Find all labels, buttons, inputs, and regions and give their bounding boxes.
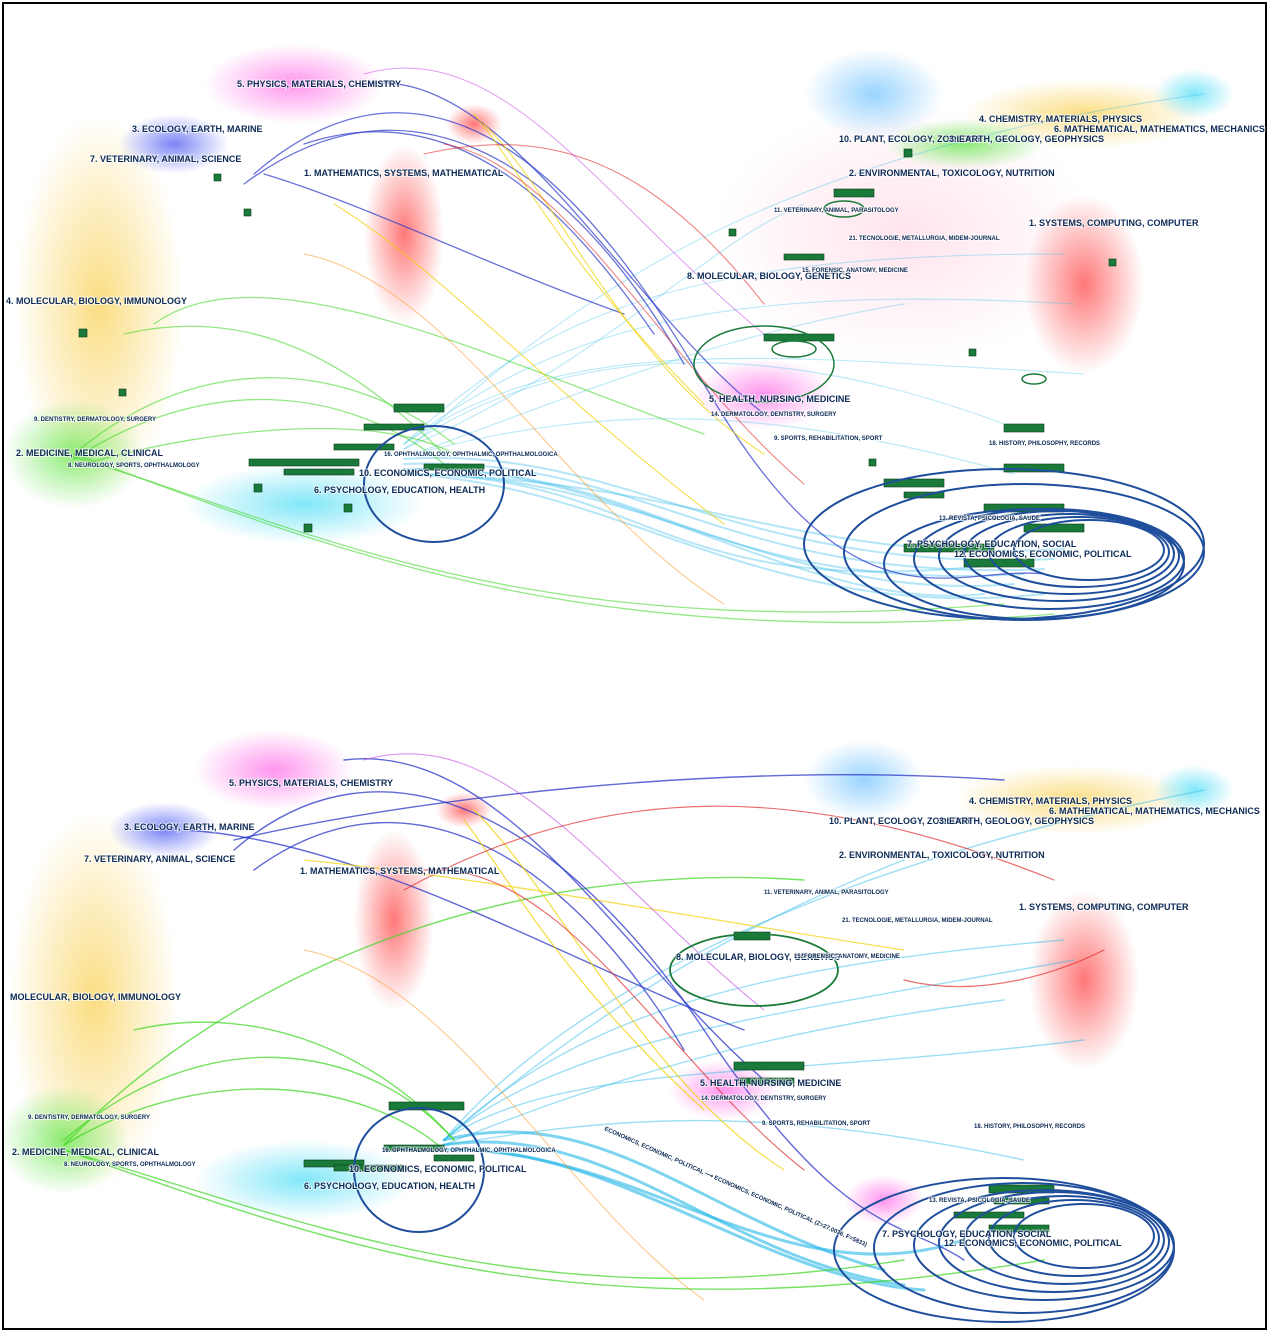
label-vet-parasitology: 11. VETERINARY, ANIMAL, PARASITOLOGY — [774, 208, 899, 214]
label-psychology-social: 7. PSYCHOLOGY, EDUCATION, SOCIAL — [882, 1229, 1052, 1239]
right-base-map-clusters — [669, 740, 1234, 1225]
label-plant: 10. PLANT, ECOLOGY, ZOOLOGY — [829, 816, 972, 826]
label-economics-right: 12. ECONOMICS, ECONOMIC, POLITICAL — [954, 549, 1132, 559]
label-psychology: 6. PSYCHOLOGY, EDUCATION, HEALTH — [304, 1181, 475, 1191]
label-molecular-genetics: 8. MOLECULAR, BIOLOGY, GENETICS — [676, 952, 840, 962]
label-math-mech: 6. MATHEMATICAL, MATHEMATICS, MECHANICS — [1049, 806, 1260, 816]
label-psychology: 6. PSYCHOLOGY, EDUCATION, HEALTH — [314, 485, 485, 495]
citation-flow-curves — [63, 753, 1205, 1301]
label-environmental: 2. ENVIRONMENTAL, TOXICOLOGY, NUTRITION — [839, 850, 1045, 860]
label-environmental: 2. ENVIRONMENTAL, TOXICOLOGY, NUTRITION — [849, 168, 1055, 178]
label-earth: 3. EARTH, GEOLOGY, GEOPHYSICS — [939, 816, 1094, 826]
label-revista: 13. REVISTA, PSICOLOGIA, SAUDE — [929, 1198, 1030, 1204]
label-forensic: 15. FORENSIC, ANATOMY, MEDICINE — [794, 954, 900, 960]
label-history: 18. HISTORY, PHILOSOPHY, RECORDS — [989, 441, 1100, 447]
dual-map-bottom-svg: ECONOMICS, ECONOMIC, POLITICAL ⟶ ECONOMI… — [4, 730, 1261, 1323]
label-sports: 9. SPORTS, REHABILITATION, SPORT — [774, 436, 883, 442]
label-ophthalmology: 16. OPHTHALMOLOGY, OPHTHALMIC, OPHTHALMO… — [384, 452, 558, 458]
label-economics: 10. ECONOMICS, ECONOMIC, POLITICAL — [349, 1164, 527, 1174]
label-physics: 5. PHYSICS, MATERIALS, CHEMISTRY — [229, 778, 393, 788]
label-history: 18. HISTORY, PHILOSOPHY, RECORDS — [974, 1124, 1085, 1130]
label-chemistry: 4. CHEMISTRY, MATERIALS, PHYSICS — [969, 796, 1132, 806]
label-mathematics: 1. MATHEMATICS, SYSTEMS, MATHEMATICAL — [300, 866, 500, 876]
label-systems: 1. SYSTEMS, COMPUTING, COMPUTER — [1029, 218, 1199, 228]
label-tecnologie: 21. TECNOLOGIE, METALLURGIA, MIDEM-JOURN… — [849, 236, 1000, 242]
citation-flow-curves — [63, 67, 1205, 624]
left-labels-top: 5. PHYSICS, MATERIALS, CHEMISTRY 3. ECOL… — [5, 78, 559, 496]
label-psychology-social: 7. PSYCHOLOGY, EDUCATION, SOCIAL — [907, 539, 1077, 549]
label-medicine: 2. MEDICINE, MEDICAL, CLINICAL — [12, 1147, 160, 1157]
label-veterinary: 7. VETERINARY, ANIMAL, SCIENCE — [84, 854, 235, 864]
label-dentistry: 9. DENTISTRY, DERMATOLOGY, SURGERY — [34, 417, 156, 423]
label-medicine: 2. MEDICINE, MEDICAL, CLINICAL — [16, 448, 164, 458]
label-math-mech: 6. MATHEMATICAL, MATHEMATICS, MECHANICS — [1054, 124, 1265, 134]
label-earth: 3. EARTH, GEOLOGY, GEOPHYSICS — [949, 134, 1104, 144]
right-labels-bottom: 4. CHEMISTRY, MATERIALS, PHYSICS 6. MATH… — [675, 795, 1261, 1249]
label-ophthalmology: 16. OPHTHALMOLOGY, OPHTHALMIC, OPHTHALMO… — [382, 1148, 556, 1154]
label-molecular: 4. MOLECULAR, BIOLOGY, IMMUNOLOGY — [6, 296, 187, 306]
label-revista: 13. REVISTA, PSICOLOGIA, SAUDE — [939, 516, 1040, 522]
molecular-ring — [669, 933, 839, 1007]
label-neurology: 8. NEUROLOGY, SPORTS, OPHTHALMOLOGY — [64, 1162, 196, 1168]
label-health: 5. HEALTH, NURSING, MEDICINE — [700, 1078, 841, 1088]
label-molecular-genetics: 8. MOLECULAR, BIOLOGY, GENETICS — [687, 271, 851, 281]
label-ecology: 3. ECOLOGY, EARTH, MARINE — [132, 124, 263, 134]
label-forensic: 15. FORENSIC, ANATOMY, MEDICINE — [802, 268, 908, 274]
label-sports: 9. SPORTS, REHABILITATION, SPORT — [762, 1121, 871, 1127]
left-labels-bottom: 5. PHYSICS, MATERIALS, CHEMISTRY 3. ECOL… — [9, 777, 557, 1192]
self-citation-rings-top — [363, 425, 1205, 621]
dual-map-overlay-top: 5. PHYSICS, MATERIALS, CHEMISTRY 3. ECOL… — [4, 4, 1267, 654]
label-economics-right: 12. ECONOMICS, ECONOMIC, POLITICAL — [944, 1238, 1122, 1248]
label-systems: 1. SYSTEMS, COMPUTING, COMPUTER — [1019, 902, 1189, 912]
small-rings-top — [693, 200, 1047, 403]
label-dermatology: 14. DERMATOLOGY, DENTISTRY, SURGERY — [711, 412, 836, 418]
self-citation-rings-bottom — [353, 1107, 1175, 1323]
label-molecular: MOLECULAR, BIOLOGY, IMMUNOLOGY — [10, 992, 181, 1002]
label-mathematics: 1. MATHEMATICS, SYSTEMS, MATHEMATICAL — [304, 168, 504, 178]
right-base-map-clusters — [694, 49, 1234, 429]
journal-nodes-top — [78, 148, 1117, 568]
dual-map-top-svg: 5. PHYSICS, MATERIALS, CHEMISTRY 3. ECOL… — [4, 44, 1266, 624]
right-labels-top: 4. CHEMISTRY, MATERIALS, PHYSICS 6. MATH… — [686, 113, 1266, 560]
label-plant: 10. PLANT, ECOLOGY, ZOOLOGY — [839, 134, 982, 144]
label-physics: 5. PHYSICS, MATERIALS, CHEMISTRY — [237, 79, 401, 89]
label-health: 5. HEALTH, NURSING, MEDICINE — [709, 394, 850, 404]
label-neurology: 8. NEUROLOGY, SPORTS, OPHTHALMOLOGY — [68, 463, 200, 469]
label-veterinary: 7. VETERINARY, ANIMAL, SCIENCE — [90, 154, 241, 164]
label-ecology: 3. ECOLOGY, EARTH, MARINE — [124, 822, 255, 832]
left-base-map-clusters — [4, 730, 492, 1220]
label-dermatology: 14. DERMATOLOGY, DENTISTRY, SURGERY — [701, 1096, 826, 1102]
dual-map-overlay-bottom: ECONOMICS, ECONOMIC, POLITICAL ⟶ ECONOMI… — [4, 700, 1267, 1328]
label-chemistry: 4. CHEMISTRY, MATERIALS, PHYSICS — [979, 114, 1142, 124]
label-tecnologie: 21. TECNOLOGIE, METALLURGIA, MIDEM-JOURN… — [842, 918, 993, 924]
label-economics: 10. ECONOMICS, ECONOMIC, POLITICAL — [359, 468, 537, 478]
label-dentistry: 9. DENTISTRY, DERMATOLOGY, SURGERY — [28, 1115, 150, 1121]
label-vet-parasitology: 11. VETERINARY, ANIMAL, PARASITOLOGY — [764, 890, 889, 896]
